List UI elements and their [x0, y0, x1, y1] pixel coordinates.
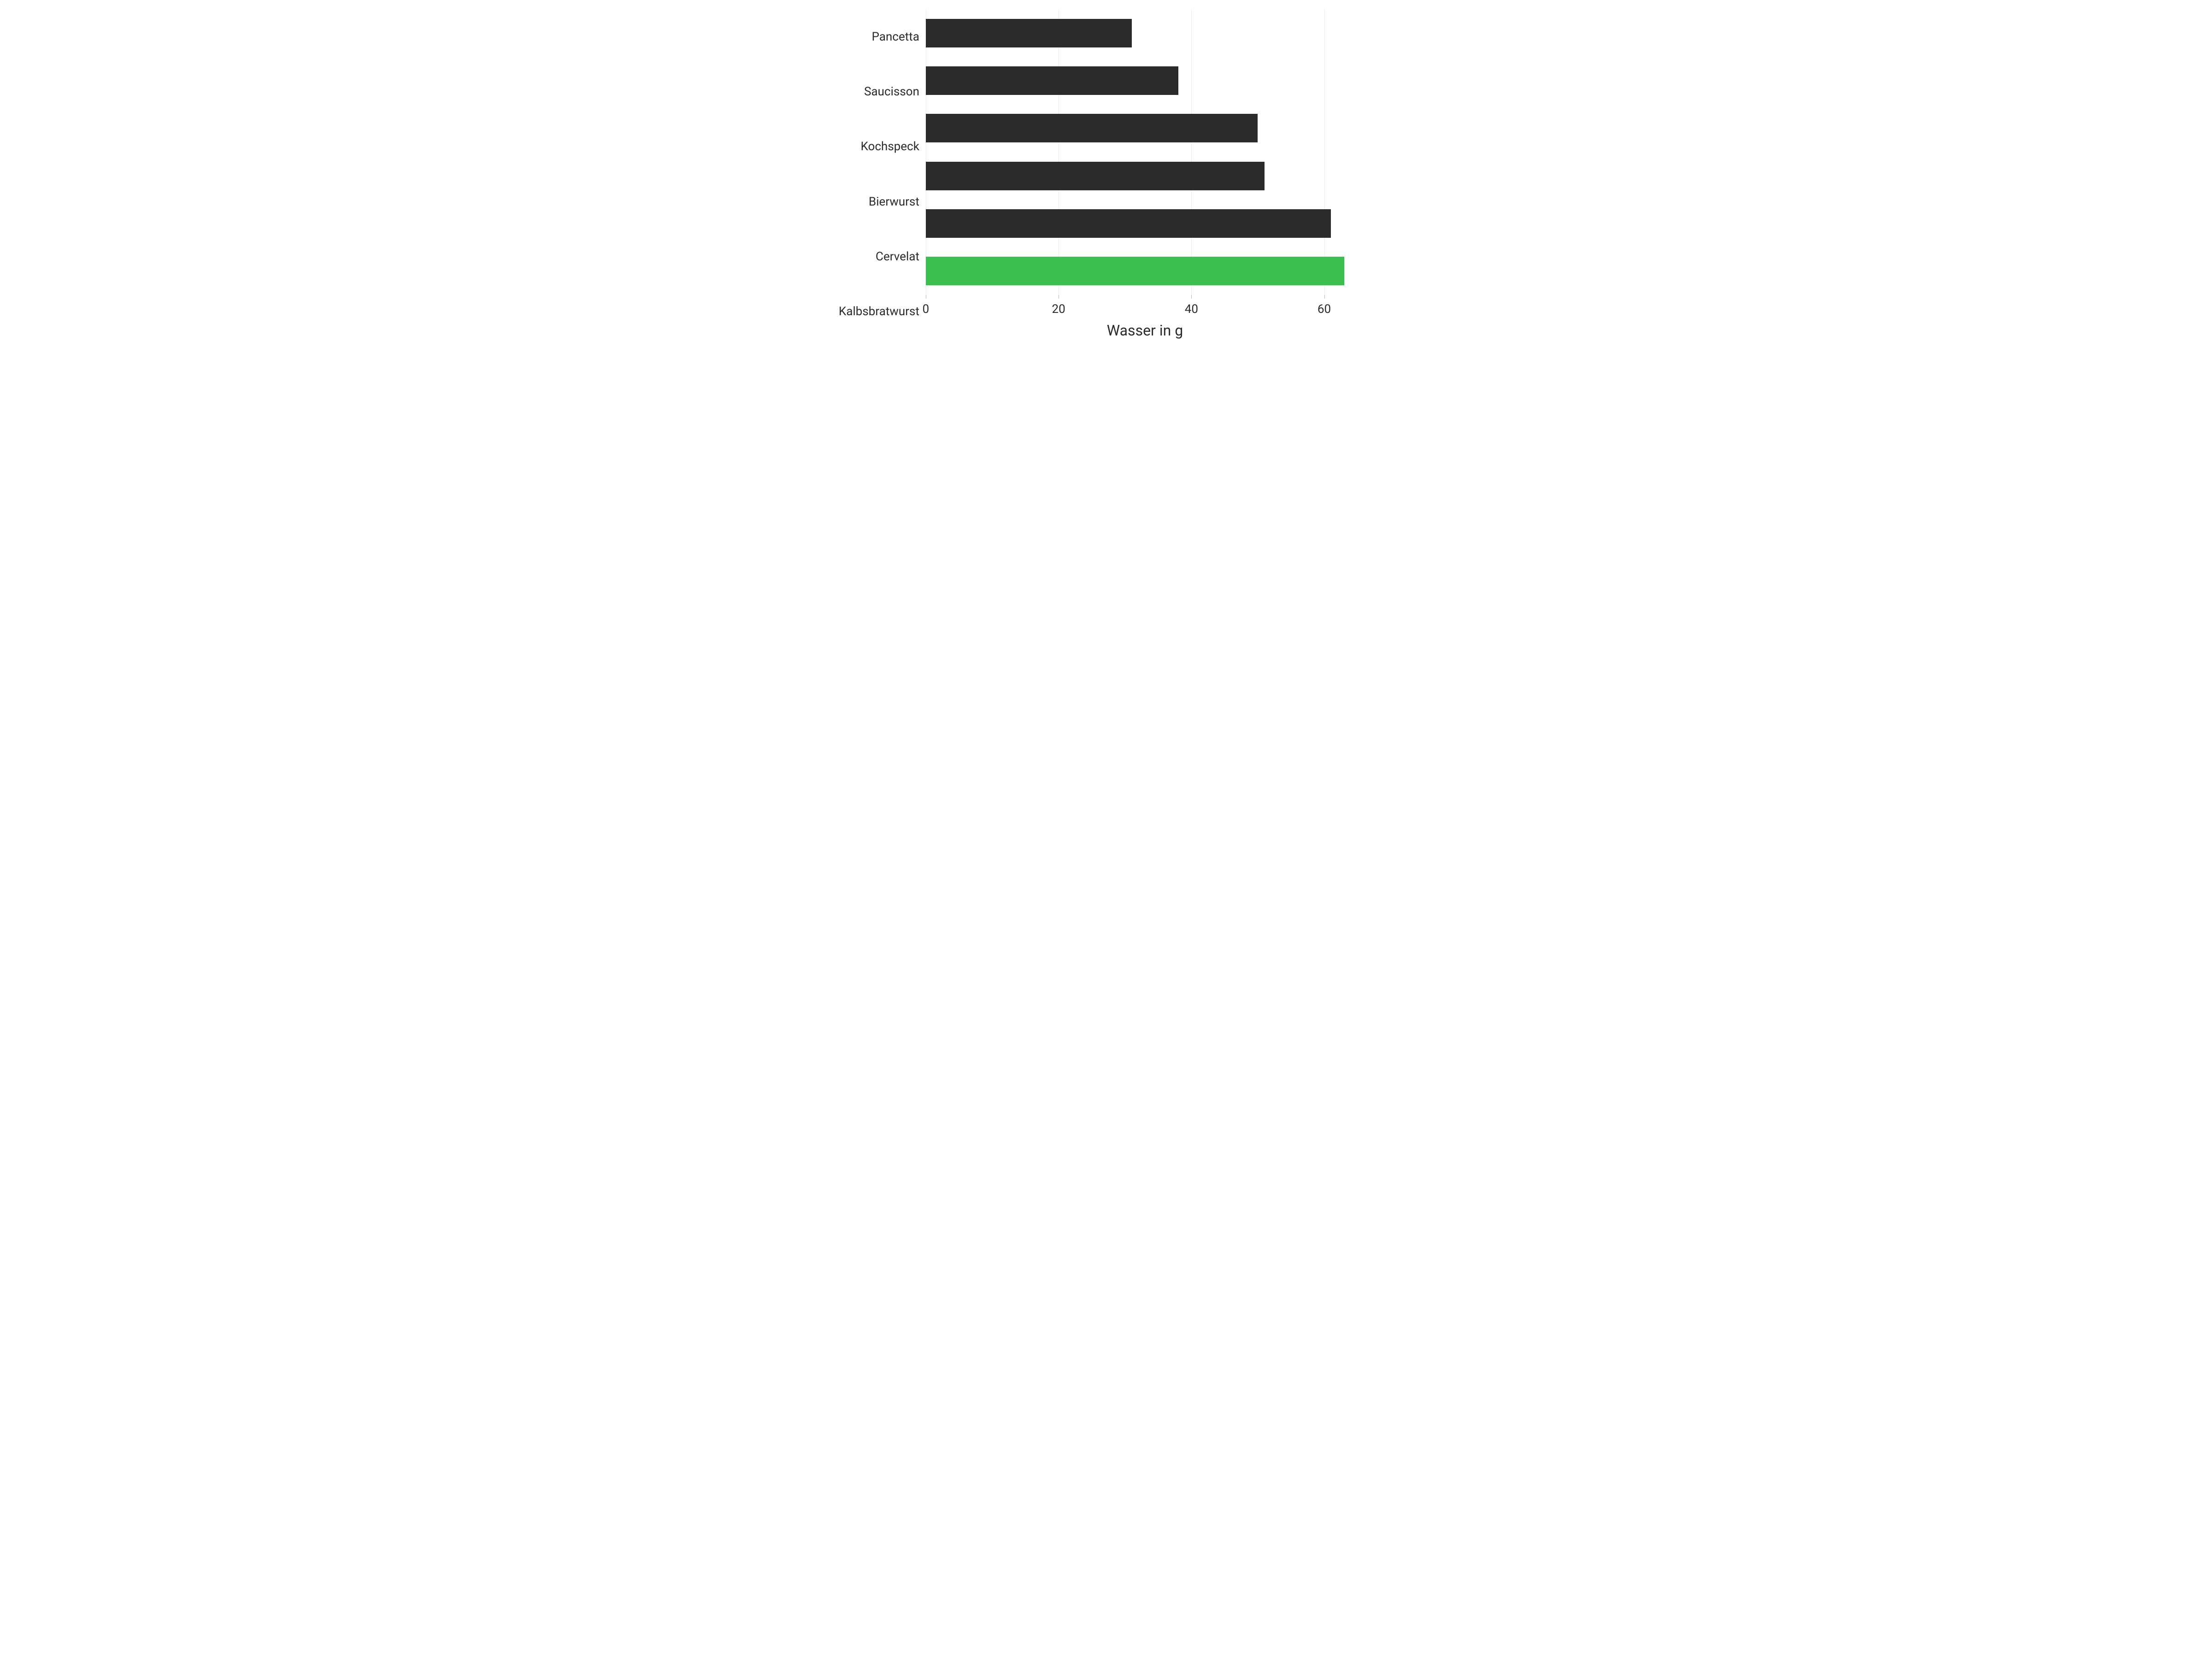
y-axis-label: Bierwurst — [839, 196, 919, 208]
x-tick-label: 20 — [1052, 302, 1065, 316]
x-axis-title: Wasser in g — [926, 322, 1364, 339]
x-tick-mark — [1324, 295, 1325, 299]
bar — [926, 162, 1265, 190]
x-tick-label: 40 — [1185, 302, 1198, 316]
plot-and-xaxis: 0 20 40 60 Wasser in g — [926, 9, 1364, 339]
x-axis-tick-labels: 0 20 40 60 — [926, 302, 1364, 319]
x-tick-label: 0 — [923, 302, 930, 316]
x-tick-mark — [1191, 295, 1192, 299]
bar — [926, 114, 1258, 142]
plot-area — [926, 9, 1364, 295]
y-axis-labels: Pancetta Saucisson Kochspeck Bierwurst C… — [839, 9, 926, 339]
plot-row: Pancetta Saucisson Kochspeck Bierwurst C… — [839, 9, 1364, 339]
y-axis-label: Saucisson — [839, 86, 919, 98]
bar — [926, 66, 1178, 95]
x-axis-tick-marks — [926, 295, 1364, 302]
x-tick-label: 60 — [1318, 302, 1331, 316]
y-axis-label: Cervelat — [839, 251, 919, 263]
bar — [926, 209, 1331, 238]
water-content-bar-chart: Pancetta Saucisson Kochspeck Bierwurst C… — [830, 0, 1382, 348]
bar — [926, 257, 1344, 285]
y-axis-label: Pancetta — [839, 31, 919, 43]
bar — [926, 19, 1132, 47]
y-axis-label: Kalbsbratwurst — [839, 306, 919, 318]
y-axis-label: Kochspeck — [839, 141, 919, 153]
bars-container — [926, 9, 1364, 295]
